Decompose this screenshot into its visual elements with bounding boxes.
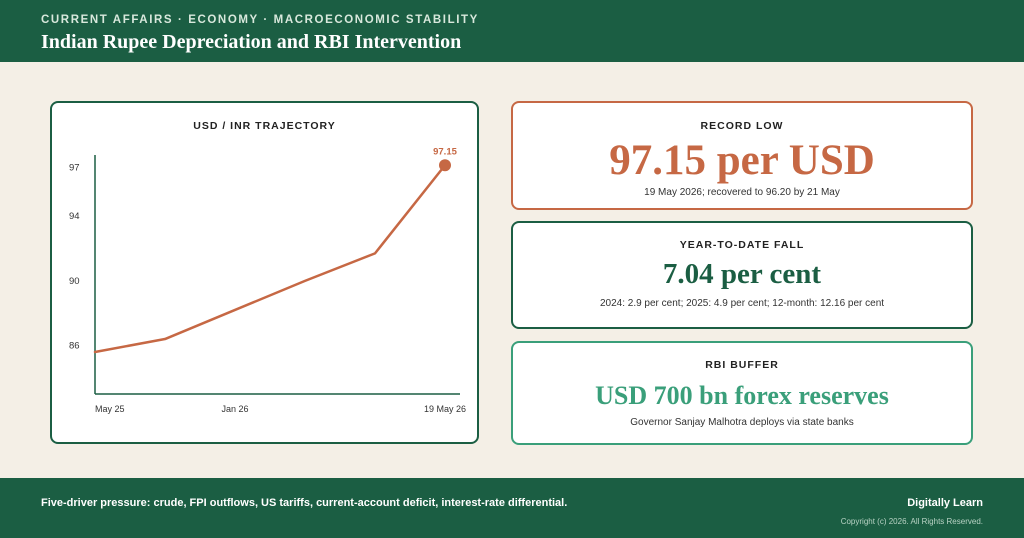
- category-kicker: CURRENT AFFAIRS · ECONOMY · MACROECONOMI…: [41, 14, 479, 26]
- x-tick-label: Jan 26: [221, 404, 248, 414]
- footer-bar: Five-driver pressure: crude, FPI outflow…: [0, 478, 1024, 538]
- y-tick-label: 90: [69, 276, 80, 287]
- rbi-buffer-value: USD 700 bn forex reserves: [595, 381, 889, 410]
- copyright-notice: Copyright (c) 2026. All Rights Reserved.: [840, 517, 983, 526]
- ytd-fall-detail: 2024: 2.9 per cent; 2025: 4.9 per cent; …: [599, 298, 885, 309]
- y-tick-label: 86: [69, 341, 80, 352]
- end-value-label: 97.15: [433, 146, 457, 157]
- rbi-buffer-detail: Governor Sanjay Malhotra deploys via sta…: [630, 417, 854, 428]
- chart-title: USD / INR TRAJECTORY: [193, 120, 336, 132]
- ytd-fall-label: YEAR-TO-DATE FALL: [679, 239, 805, 251]
- record-low-value: 97.15 per USD: [609, 137, 875, 184]
- brand-name: Digitally Learn: [907, 497, 983, 509]
- record-low-card: RECORD LOW 97.15 per USD 19 May 2026; re…: [511, 101, 973, 210]
- usd-inr-series-line: [93, 164, 447, 354]
- x-tick-label: May 25: [95, 404, 125, 414]
- record-low-label: RECORD LOW: [700, 120, 784, 132]
- footer-note: Five-driver pressure: crude, FPI outflow…: [41, 497, 568, 509]
- record-low-detail: 19 May 2026; recovered to 96.20 by 21 Ma…: [644, 187, 840, 198]
- y-tick-label: 97: [69, 163, 80, 174]
- x-tick-label: 19 May 26: [424, 404, 466, 414]
- header-bar: CURRENT AFFAIRS · ECONOMY · MACROECONOMI…: [0, 0, 1024, 62]
- rbi-buffer-card: RBI BUFFER USD 700 bn forex reserves Gov…: [511, 341, 973, 445]
- page-title: Indian Rupee Depreciation and RBI Interv…: [41, 31, 462, 53]
- y-tick-label: 94: [69, 211, 80, 222]
- ytd-fall-card: YEAR-TO-DATE FALL 7.04 per cent 2024: 2.…: [511, 221, 973, 329]
- usd-inr-line-chart: 86 90 94 97 May 25 Jan 26 19 May 26 97.15: [69, 146, 466, 414]
- ytd-fall-value: 7.04 per cent: [662, 258, 822, 290]
- record-low-point: [439, 159, 451, 172]
- chart-card: USD / INR TRAJECTORY 86 90 94 97 May 25 Jan 2…: [50, 101, 479, 444]
- rbi-buffer-label: RBI BUFFER: [705, 359, 779, 371]
